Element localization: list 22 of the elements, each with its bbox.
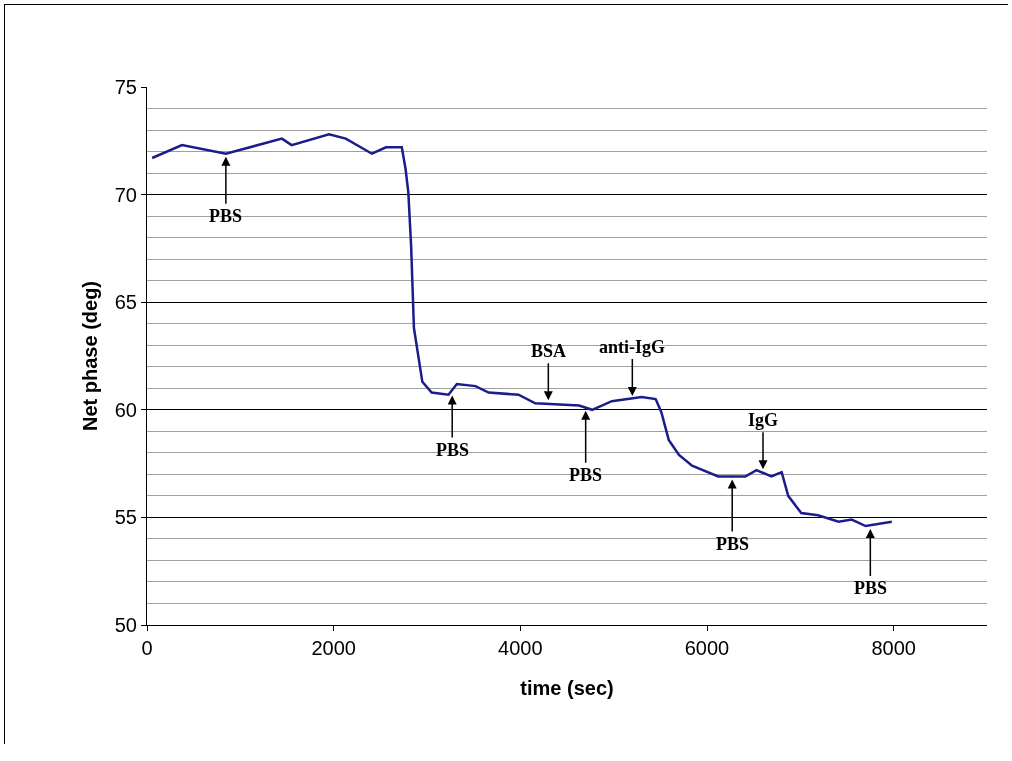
- y-tick-label: 65: [114, 291, 137, 314]
- y-tick-label: 55: [114, 506, 137, 529]
- x-axis-title: time (sec): [520, 677, 614, 699]
- x-tick-label: 4000: [498, 637, 543, 659]
- y-axis-title: Net phase (deg): [79, 280, 101, 432]
- y-tick-label: 60: [114, 398, 137, 421]
- annotation: PBS: [854, 578, 888, 598]
- y-tick-label: 70: [114, 183, 137, 206]
- annotation: IgG: [748, 410, 779, 430]
- x-tick-label: 0: [141, 637, 153, 659]
- x-tick-label: 2000: [311, 637, 356, 659]
- annotation: PBS: [569, 465, 603, 485]
- x-tick-label: 8000: [871, 637, 916, 659]
- x-tick-label: 6000: [684, 637, 730, 659]
- annotation: anti-IgG: [599, 337, 666, 357]
- y-tick-label: 50: [114, 614, 137, 636]
- annotation: PBS: [436, 440, 470, 460]
- line-series: [150, 133, 894, 528]
- y-tick-label: 75: [114, 76, 137, 98]
- annotation: PBS: [716, 534, 750, 554]
- annotation: PBS: [209, 206, 243, 226]
- annotation: BSA: [531, 341, 567, 361]
